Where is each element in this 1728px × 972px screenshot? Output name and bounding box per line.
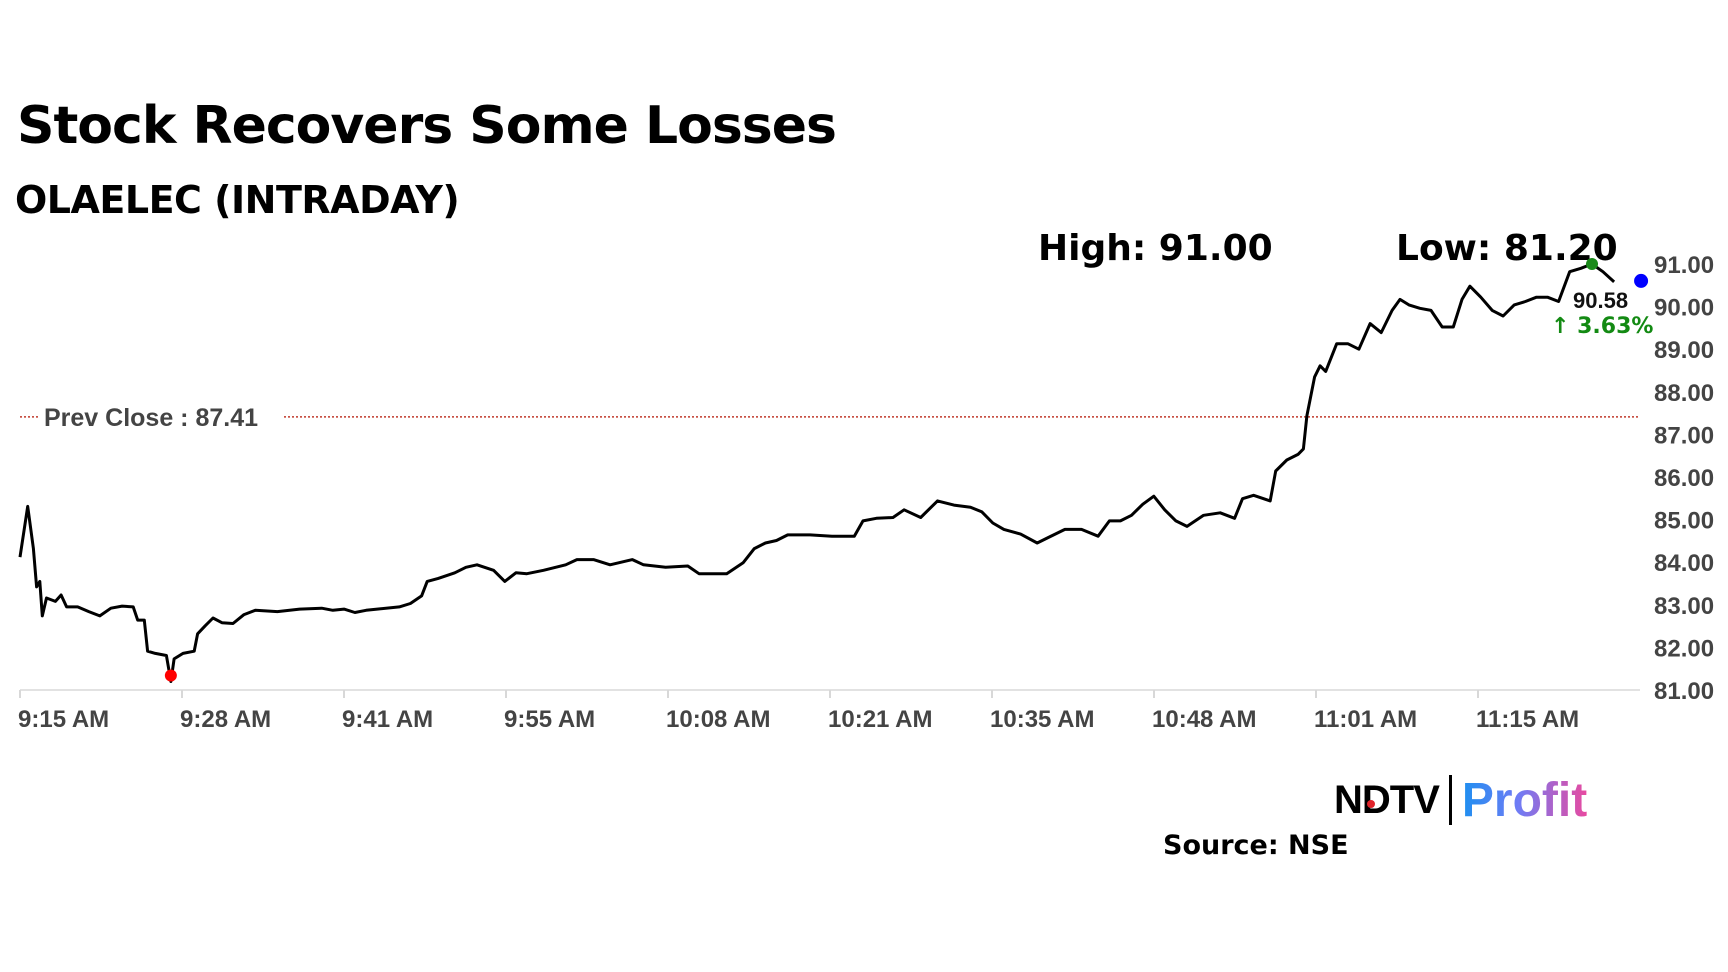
y-tick-label: 81.00 xyxy=(1654,678,1714,705)
y-tick-label: 86.00 xyxy=(1654,465,1714,492)
x-tick-label: 9:41 AM xyxy=(342,706,433,733)
logo-divider xyxy=(1448,775,1452,825)
y-tick-label: 88.00 xyxy=(1654,380,1714,407)
change-percent-label: ↑ 3.63% xyxy=(1551,314,1653,339)
x-tick-label: 10:35 AM xyxy=(990,706,1094,733)
x-tick-label: 10:08 AM xyxy=(666,706,770,733)
y-tick-label: 89.00 xyxy=(1654,337,1714,364)
ndtv-profit-logo: NDTV Profit xyxy=(1334,772,1587,828)
source-note: Source: NSE xyxy=(1163,830,1349,861)
y-tick-label: 84.00 xyxy=(1654,550,1714,577)
logo-profit: Profit xyxy=(1461,773,1588,827)
chart-subtitle: OLAELEC (INTRADAY) xyxy=(15,178,460,222)
last-price-marker xyxy=(1634,273,1649,288)
high-marker xyxy=(1586,258,1599,270)
low-label: Low: 81.20 xyxy=(1396,228,1618,269)
x-tick-label: 11:01 AM xyxy=(1314,706,1417,733)
logo-ndtv: NDTV xyxy=(1334,777,1440,822)
price-line xyxy=(18,262,1616,683)
y-tick-label: 82.00 xyxy=(1654,635,1714,662)
high-label: High: 91.00 xyxy=(1038,228,1273,269)
prev-close-label-bg xyxy=(38,400,284,433)
y-tick-label: 85.00 xyxy=(1654,508,1714,535)
x-tick-label: 9:55 AM xyxy=(504,706,595,733)
x-tick-label: 10:48 AM xyxy=(1152,706,1256,733)
y-tick-label: 83.00 xyxy=(1654,593,1714,620)
x-tick-label: 9:28 AM xyxy=(180,706,271,733)
y-tick-label: 87.00 xyxy=(1654,422,1714,449)
x-tick-label: 11:15 AM xyxy=(1476,706,1579,733)
y-tick-label: 90.00 xyxy=(1654,295,1714,322)
chart-title: Stock Recovers Some Losses xyxy=(17,96,837,156)
low-marker xyxy=(164,669,177,682)
x-tick-label: 10:21 AM xyxy=(828,706,932,733)
last-price-label: 90.58 xyxy=(1573,288,1628,313)
y-tick-label: 91.00 xyxy=(1654,252,1714,279)
prev-close-label: Prev Close : 87.41 xyxy=(44,404,258,432)
x-tick-label: 9:15 AM xyxy=(18,706,109,733)
